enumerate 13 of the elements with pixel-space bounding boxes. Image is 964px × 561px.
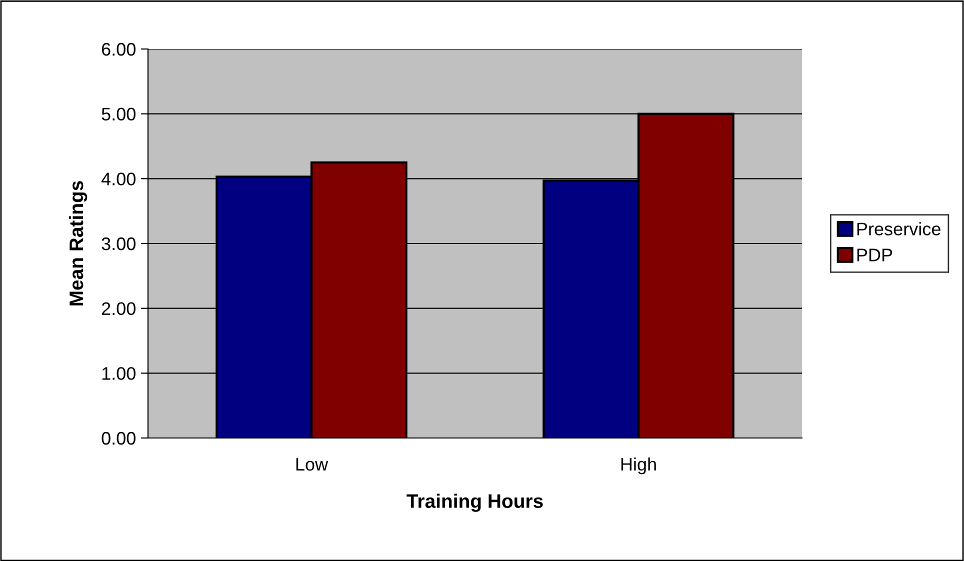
x-axis-title: Training Hours <box>406 494 543 512</box>
y-tick-label: 4.00 <box>101 172 136 186</box>
legend-label: Preservice <box>857 222 940 236</box>
y-tick-label: 6.00 <box>102 42 136 56</box>
y-tick-label: 3.00 <box>102 237 136 250</box>
x-tick-label: Low <box>296 458 328 471</box>
y-axis-title: Mean Ratings <box>68 181 88 306</box>
legend-label: PDP <box>857 248 892 262</box>
y-tick-label: 5.00 <box>102 108 136 121</box>
x-tick-label: High <box>621 457 656 474</box>
y-tick-label: 2.00 <box>102 302 136 316</box>
y-tick-label: 0.00 <box>102 432 136 445</box>
y-tick-label: 1.00 <box>102 367 136 380</box>
